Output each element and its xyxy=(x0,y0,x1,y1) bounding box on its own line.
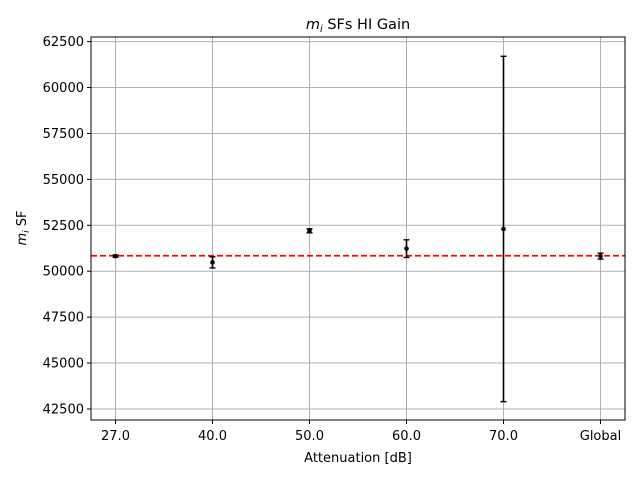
data-point xyxy=(404,246,409,251)
x-axis-label: Attenuation [dB] xyxy=(304,451,412,466)
y-tick-label: 47500 xyxy=(43,311,84,326)
chart-title-rest: SFs HI Gain xyxy=(323,17,410,33)
data-layer xyxy=(112,55,604,403)
y-tick-label: 55000 xyxy=(43,173,84,188)
plot-frame xyxy=(90,36,626,421)
y-tick-label: 42500 xyxy=(43,402,84,417)
y-tick-label: 60000 xyxy=(43,81,84,96)
x-tick-label: Global xyxy=(580,429,621,444)
x-tick-label: 70.0 xyxy=(489,429,518,444)
y-tick-label: 57500 xyxy=(43,127,84,142)
data-point xyxy=(501,226,506,232)
y-tick-label: 62500 xyxy=(43,35,84,50)
data-point xyxy=(210,260,215,265)
y-axis-label-sub: i xyxy=(22,230,32,233)
x-tick-label: 60.0 xyxy=(392,429,421,444)
y-axis-label: mi SF xyxy=(15,210,32,245)
y-axis-label-base: m xyxy=(15,233,30,246)
data-point xyxy=(307,228,312,234)
chart-title-base: m xyxy=(306,17,320,33)
tick-layer: 27.0 40.0 50.0 60.0 70.0 Global 42500 45000 4750… xyxy=(43,35,622,444)
y-tick-label: 45000 xyxy=(43,357,84,372)
x-tick-label: 27.0 xyxy=(101,429,130,444)
data-point xyxy=(113,253,118,259)
chart-title-sub: i xyxy=(320,24,323,35)
y-tick-label: 50000 xyxy=(43,265,84,280)
x-tick-label: 50.0 xyxy=(295,429,324,444)
y-axis-label-rest: SF xyxy=(15,210,30,230)
chart-title: mi SFs HI Gain xyxy=(306,17,410,35)
x-tick-label: 40.0 xyxy=(198,429,227,444)
data-point xyxy=(598,253,603,259)
y-tick-label: 52500 xyxy=(43,219,84,234)
